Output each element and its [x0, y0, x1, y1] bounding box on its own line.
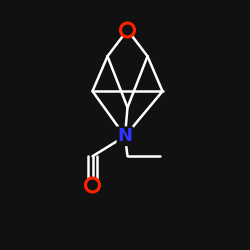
- Circle shape: [86, 178, 100, 192]
- Text: N: N: [118, 127, 132, 145]
- Circle shape: [120, 23, 134, 37]
